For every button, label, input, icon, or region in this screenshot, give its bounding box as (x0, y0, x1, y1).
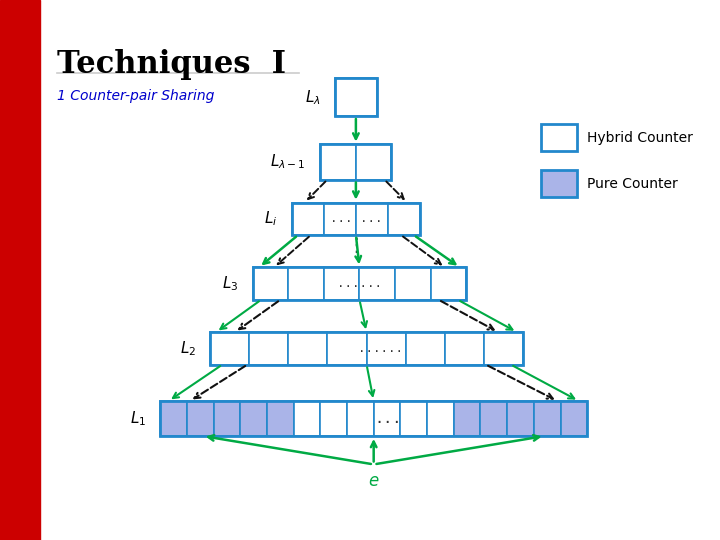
Bar (534, 401, 561, 436)
Bar (374, 401, 400, 436)
Bar (480, 401, 507, 436)
Text: 1 Counter-pair Sharing: 1 Counter-pair Sharing (57, 89, 215, 103)
Bar (335, 78, 377, 116)
Bar (328, 332, 366, 365)
Bar (484, 332, 523, 365)
Text: Hybrid Counter: Hybrid Counter (588, 131, 693, 145)
Bar (405, 332, 445, 365)
Bar (253, 267, 288, 300)
Bar (324, 267, 359, 300)
Text: ⋮: ⋮ (346, 236, 366, 255)
Text: $e$: $e$ (368, 472, 379, 490)
Bar (431, 267, 467, 300)
Text: Techniques  I: Techniques I (57, 49, 286, 79)
Text: ......: ...... (337, 277, 382, 290)
Bar (320, 145, 356, 179)
Bar (320, 145, 392, 179)
Bar (292, 202, 324, 235)
Bar (561, 401, 588, 436)
Bar (267, 401, 294, 436)
Text: $L_\lambda$: $L_\lambda$ (305, 88, 320, 106)
Text: ... ...: ... ... (330, 212, 382, 225)
Bar (320, 401, 347, 436)
Bar (253, 267, 467, 300)
Bar (324, 202, 356, 235)
Bar (249, 332, 288, 365)
Text: $L_{\lambda-1}$: $L_{\lambda-1}$ (271, 153, 306, 171)
Bar (541, 124, 577, 151)
Bar (427, 401, 454, 436)
Bar (214, 401, 240, 436)
Bar (292, 202, 420, 235)
Text: $L_1$: $L_1$ (130, 409, 146, 428)
Bar (454, 401, 480, 436)
Bar (294, 401, 320, 436)
Text: ...: ... (374, 411, 402, 426)
Text: $L_2$: $L_2$ (179, 339, 196, 357)
Bar (400, 401, 427, 436)
Bar (160, 401, 588, 436)
Bar (366, 332, 405, 365)
Text: $L_i$: $L_i$ (264, 210, 278, 228)
Bar (507, 401, 534, 436)
Text: $L_3$: $L_3$ (222, 274, 238, 293)
Bar (359, 267, 395, 300)
Text: Pure Counter: Pure Counter (588, 177, 678, 191)
Bar (210, 332, 249, 365)
Bar (356, 145, 392, 179)
Bar (240, 401, 267, 436)
Bar (356, 202, 388, 235)
Bar (395, 267, 431, 300)
Bar (288, 267, 324, 300)
Bar (335, 78, 377, 116)
Bar (160, 401, 187, 436)
Bar (541, 170, 577, 197)
Bar (210, 332, 523, 365)
Bar (445, 332, 484, 365)
Bar (388, 202, 420, 235)
Text: ......: ...... (359, 342, 403, 355)
Bar (288, 332, 328, 365)
Bar (187, 401, 214, 436)
Bar (347, 401, 374, 436)
